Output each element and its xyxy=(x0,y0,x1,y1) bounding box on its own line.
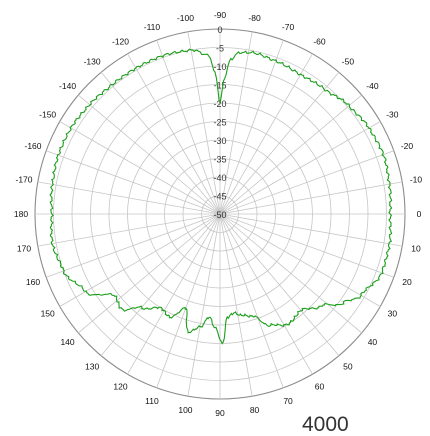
angular-tick-label: -100 xyxy=(177,13,194,23)
angular-tick-label: 10 xyxy=(411,244,421,254)
angular-tick-label: 40 xyxy=(368,337,378,347)
angular-tick-label: 30 xyxy=(388,309,398,319)
angular-tick-label: 170 xyxy=(17,244,31,254)
angular-tick-label: -70 xyxy=(282,22,295,32)
grid-spoke xyxy=(46,213,221,278)
angular-tick-label: -50 xyxy=(342,57,355,67)
angular-tick-label: 60 xyxy=(315,381,325,391)
angular-tick-label: -80 xyxy=(248,13,261,23)
grid-spoke xyxy=(78,94,221,215)
grid-spoke xyxy=(219,213,340,356)
radial-tick-label: 0 xyxy=(217,25,222,35)
grid-spoke xyxy=(219,213,253,397)
angular-tick-label: -120 xyxy=(112,37,129,47)
series-layer xyxy=(49,48,393,345)
angular-tick-label: -10 xyxy=(410,174,423,184)
grid-spoke xyxy=(100,213,221,356)
radial-tick-label: -25 xyxy=(213,118,226,128)
angular-tick-label: -60 xyxy=(313,37,326,47)
radial-tick-label: -50 xyxy=(213,210,226,220)
angular-tick-label: -40 xyxy=(366,81,379,91)
angular-tick-label: 180 xyxy=(14,209,28,219)
angular-tick-label: 130 xyxy=(85,361,99,371)
grid-spoke xyxy=(100,72,221,215)
grid-spoke xyxy=(219,150,394,215)
radial-tick-label: -10 xyxy=(213,62,226,72)
radial-tick-labels: 0 -5 -10 -15 -20 -25 -30 -35 -40 -45 -50 xyxy=(213,25,226,220)
grid-spoke xyxy=(156,40,221,215)
series-line xyxy=(49,48,393,345)
angular-tick-label: -160 xyxy=(24,141,41,151)
angular-tick-label: 20 xyxy=(402,277,412,287)
angular-tick-labels: -90 -80-70-60-50-40-30-20-100102030405060… xyxy=(14,10,422,418)
angular-tick-label: 100 xyxy=(178,405,192,415)
radial-tick-label: -35 xyxy=(213,155,226,165)
grid-spoke xyxy=(127,213,221,375)
grid-spoke xyxy=(46,150,221,215)
grid-spoke xyxy=(37,213,221,247)
grid-spoke xyxy=(219,213,362,334)
angular-tick-label: -110 xyxy=(144,22,161,32)
grid-spoke xyxy=(219,213,381,307)
angular-tick-label: 70 xyxy=(283,396,293,406)
grid-spoke xyxy=(187,213,221,397)
angular-tick-label: 80 xyxy=(250,405,260,415)
grid-spoke xyxy=(219,53,313,215)
grid-spoke xyxy=(219,181,403,215)
grid-spoke xyxy=(127,53,221,215)
angular-tick-label: 110 xyxy=(145,396,159,406)
angular-tick-label: -140 xyxy=(59,81,76,91)
angular-tick-label: 150 xyxy=(41,309,55,319)
radial-tick-label: -40 xyxy=(213,173,226,183)
angular-tick-label: 90 xyxy=(215,408,225,418)
grid-spoke xyxy=(219,213,313,375)
radial-tick-label: -45 xyxy=(213,192,226,202)
angular-tick-label: 160 xyxy=(26,277,40,287)
radial-tick-label: -5 xyxy=(216,44,224,54)
polar-grid xyxy=(34,28,406,400)
angular-tick-label: -130 xyxy=(84,57,101,67)
grid-spoke xyxy=(78,213,221,334)
angular-tick-label: 0 xyxy=(417,209,422,219)
angular-tick-label: 50 xyxy=(343,361,353,371)
corner-label: 4000 xyxy=(302,413,349,436)
angular-tick-label: -170 xyxy=(16,174,33,184)
grid-spoke xyxy=(59,121,221,215)
grid-spoke xyxy=(219,213,284,388)
radial-tick-label: -15 xyxy=(213,81,226,91)
grid-spoke xyxy=(219,31,253,215)
grid-spoke xyxy=(219,94,362,215)
angular-tick-label: -30 xyxy=(386,110,399,120)
grid-spoke xyxy=(219,121,381,215)
grid-spoke xyxy=(37,181,221,215)
radial-tick-label: -20 xyxy=(213,99,226,109)
grid-spoke xyxy=(219,213,403,247)
angular-tick-label: 120 xyxy=(113,381,127,391)
grid-spoke xyxy=(219,72,340,215)
angular-tick-label: -150 xyxy=(39,110,56,120)
grid-spoke xyxy=(156,213,221,388)
grid-spoke xyxy=(187,31,221,215)
angular-tick-label: -20 xyxy=(401,141,414,151)
radial-tick-label: -30 xyxy=(213,136,226,146)
grid-spoke xyxy=(219,40,284,215)
angular-tick-label: -90 xyxy=(214,10,227,20)
grid-spoke xyxy=(219,213,394,278)
angular-tick-label: 140 xyxy=(60,337,74,347)
